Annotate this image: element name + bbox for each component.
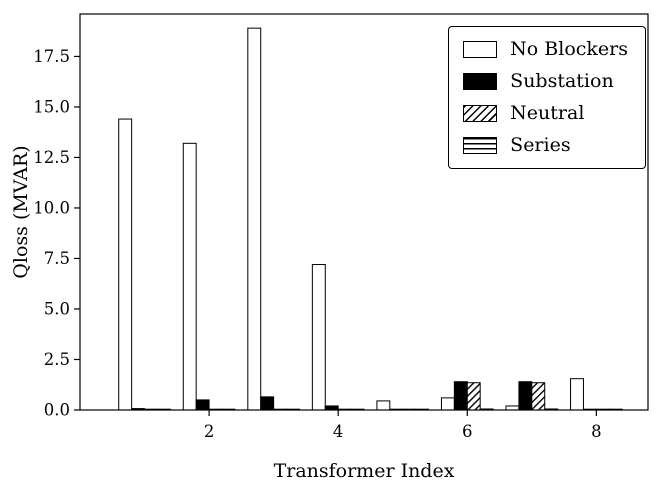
bar-no-blockers: [311, 264, 326, 411]
y-tick-label: 15.0: [33, 97, 70, 116]
legend: No Blockers Substation Neutral Series: [448, 26, 646, 169]
legend-label-no-blockers: No Blockers: [510, 38, 628, 60]
bar-no-blockers: [570, 378, 584, 411]
legend-swatch-substation: [463, 73, 498, 90]
bar-substation: [260, 396, 275, 411]
bar-no-blockers: [505, 405, 520, 411]
bar-no-blockers: [182, 142, 197, 411]
legend-swatch-neutral: [463, 105, 498, 122]
y-tick-label: 10.0: [33, 198, 70, 217]
bar-no-blockers: [376, 400, 391, 411]
y-tick-label: 0.0: [44, 401, 70, 420]
x-tick-label: 8: [591, 422, 602, 441]
bar-neutral: [466, 382, 481, 411]
y-tick-label: 5.0: [44, 299, 70, 318]
bar-neutral: [531, 382, 546, 411]
y-tick-label: 17.5: [33, 47, 70, 66]
x-axis-label: Transformer Index: [273, 460, 455, 482]
legend-item-series: Series: [463, 136, 628, 155]
bar-no-blockers: [440, 397, 455, 411]
legend-item-substation: Substation: [463, 72, 628, 91]
legend-label-series: Series: [510, 134, 571, 156]
legend-swatch-series: [463, 137, 498, 154]
x-tick-label: 2: [204, 422, 215, 441]
axes-frame: [79, 13, 649, 411]
y-tick-label: 7.5: [44, 249, 70, 268]
legend-swatch-no-blockers: [463, 41, 498, 58]
legend-item-no-blockers: No Blockers: [463, 40, 628, 59]
legend-label-substation: Substation: [510, 70, 614, 92]
y-tick-label: 12.5: [33, 148, 70, 167]
bar-no-blockers: [247, 27, 262, 411]
x-tick-label: 4: [333, 422, 344, 441]
x-tick-label: 6: [462, 422, 473, 441]
bar-substation: [195, 399, 210, 411]
y-tick-label: 2.5: [44, 350, 70, 369]
legend-item-neutral: Neutral: [463, 104, 628, 123]
y-axis-label: Qloss (MVAR): [10, 145, 32, 279]
bar-substation: [453, 381, 468, 411]
bar-substation: [518, 381, 533, 411]
bar-substation: [324, 405, 339, 411]
bar-no-blockers: [118, 118, 133, 411]
legend-label-neutral: Neutral: [510, 102, 585, 124]
